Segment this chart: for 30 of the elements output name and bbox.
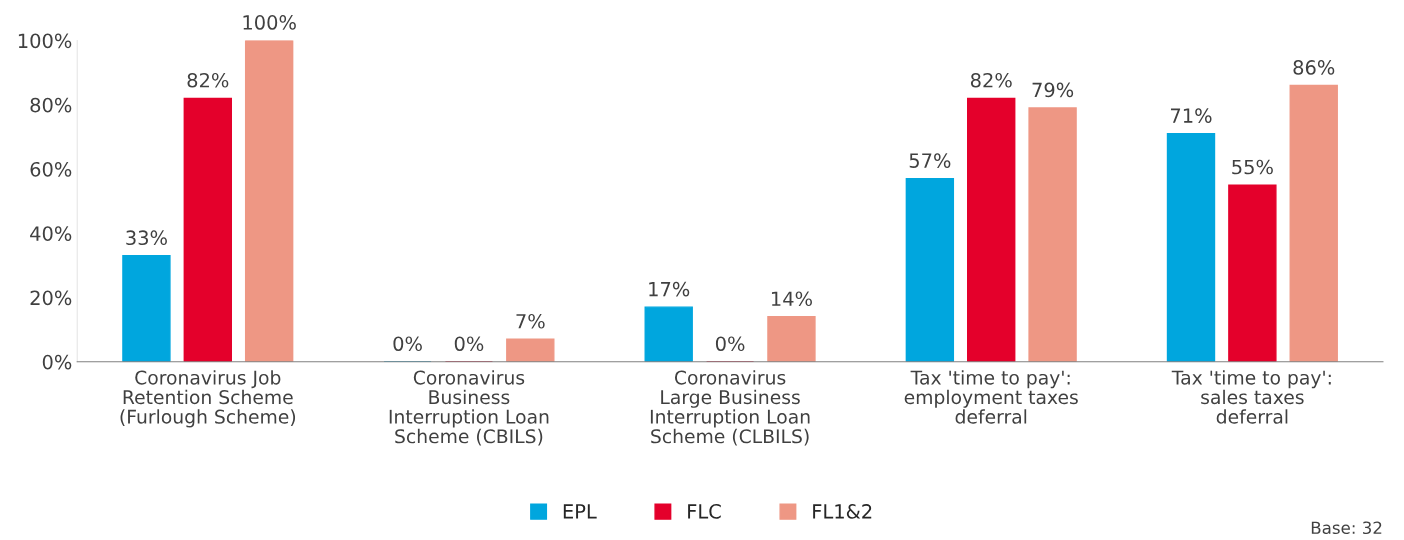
data-label: 55%	[1232, 159, 1273, 175]
legend-label: FLC	[688, 504, 721, 519]
data-label: 57%	[909, 153, 951, 168]
x-tick-label: Coronavirus Business Interruption Loan Scheme (CBILS)	[389, 370, 549, 446]
legend-label: EPL	[563, 504, 597, 519]
x-tick-label: Coronavirus Large Business Interruption Loan Scheme (CLBILS)	[650, 370, 810, 446]
data-label: 0%	[454, 336, 484, 352]
data-label: 82%	[970, 72, 1012, 88]
y-tick-label: 20%	[30, 290, 72, 306]
data-label: 17%	[649, 281, 690, 297]
data-label: 100%	[243, 15, 296, 30]
x-tick-label: Coronavirus Job Retention Scheme (Furlough Scheme)	[120, 370, 296, 428]
data-label: 86%	[1293, 60, 1335, 75]
data-label: 79%	[1032, 82, 1074, 98]
y-tick-label: 40%	[30, 226, 72, 241]
x-tick-label: Tax 'time to pay': employment taxes deferral	[904, 370, 1078, 424]
y-tick-label: 60%	[30, 161, 72, 177]
data-label: 33%	[126, 230, 167, 246]
data-label: 71%	[1170, 108, 1212, 123]
data-label: 0%	[715, 336, 745, 352]
data-label: 82%	[187, 72, 229, 88]
x-tick-label: Tax 'time to pay': sales taxes deferral	[1171, 370, 1331, 424]
text: Base: 32	[1311, 521, 1382, 535]
y-tick-label: 100%	[18, 33, 72, 49]
y-tick-label: 0%	[42, 354, 72, 370]
data-label: 7%	[516, 313, 545, 329]
data-label: 14%	[771, 291, 812, 307]
legend-label: FL1&2	[813, 504, 872, 519]
data-label: 0%	[393, 336, 422, 352]
y-tick-label: 80%	[30, 97, 72, 113]
